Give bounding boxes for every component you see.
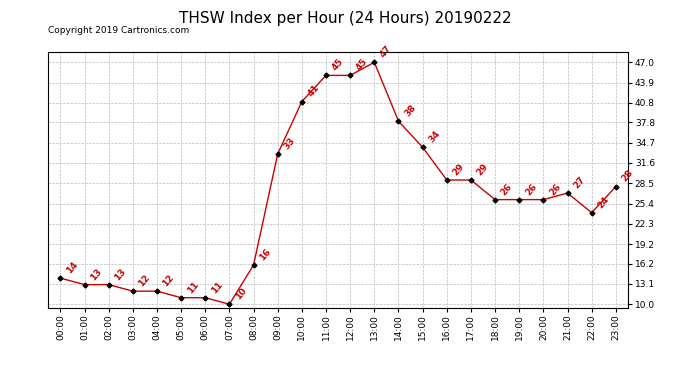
Text: Copyright 2019 Cartronics.com: Copyright 2019 Cartronics.com xyxy=(48,26,190,35)
Text: 14: 14 xyxy=(65,260,79,275)
Text: 29: 29 xyxy=(451,162,466,177)
Text: 11: 11 xyxy=(210,279,224,295)
Text: 26: 26 xyxy=(548,182,562,197)
Text: 38: 38 xyxy=(403,103,417,118)
Text: 33: 33 xyxy=(282,136,297,151)
Text: 34: 34 xyxy=(427,129,442,144)
Text: 11: 11 xyxy=(186,279,200,295)
Text: 41: 41 xyxy=(306,83,321,99)
Text: 10: 10 xyxy=(234,286,248,302)
Text: 13: 13 xyxy=(113,267,128,282)
Text: 16: 16 xyxy=(258,247,273,262)
Text: 12: 12 xyxy=(161,273,176,288)
Text: 29: 29 xyxy=(475,162,490,177)
Text: 26: 26 xyxy=(500,182,514,197)
Text: THSW Index per Hour (24 Hours) 20190222: THSW Index per Hour (24 Hours) 20190222 xyxy=(179,11,511,26)
Text: 28: 28 xyxy=(620,168,635,184)
Text: 13: 13 xyxy=(89,267,104,282)
Text: 47: 47 xyxy=(379,44,393,60)
Text: 24: 24 xyxy=(596,195,611,210)
Text: 12: 12 xyxy=(137,273,152,288)
Text: 26: 26 xyxy=(524,182,538,197)
Text: 45: 45 xyxy=(355,57,369,73)
Text: 45: 45 xyxy=(331,57,345,73)
Text: 27: 27 xyxy=(572,175,586,190)
Text: THSW  (°F): THSW (°F) xyxy=(564,25,620,34)
